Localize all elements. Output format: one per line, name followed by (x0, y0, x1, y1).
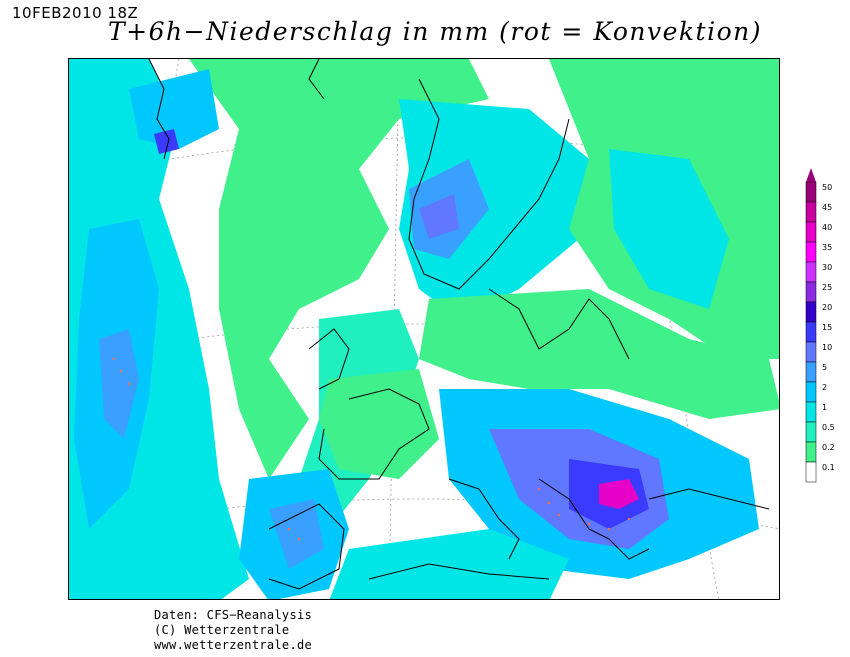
legend-swatch (805, 441, 817, 463)
precipitation-map-canvas (69, 59, 779, 599)
precipitation-map (68, 58, 780, 600)
precip-area-russia-core (609, 149, 729, 309)
legend-swatch (805, 401, 817, 423)
legend-level-label: 25 (822, 283, 833, 292)
legend-level-label: 10 (822, 343, 833, 352)
precip-area-scandinavia (399, 99, 589, 319)
map-title: T+6h−Niederschlag in mm (rot = Konvektio… (108, 17, 762, 46)
legend-swatch (805, 421, 817, 443)
legend-swatch (805, 281, 817, 303)
coastlines (148, 59, 770, 590)
legend-swatch (805, 201, 817, 223)
legend-swatch (805, 181, 817, 203)
precip-area-greenland-sea (129, 69, 219, 149)
legend-swatch (805, 221, 817, 243)
precip-area-norway-core (419, 194, 459, 239)
credits-data-source: Daten: CFS−Reanalysis (154, 608, 313, 622)
legend-level-label: 5 (822, 363, 828, 372)
precipitation-fields (69, 59, 779, 599)
legend-level-label: 15 (822, 323, 833, 332)
legend-overflow-arrow (806, 168, 816, 182)
legend-swatch (805, 241, 817, 263)
precip-area-greenland-core (154, 129, 179, 154)
precip-area-north-atlantic (189, 59, 489, 479)
legend-level-label: 45 (822, 203, 833, 212)
legend-level-label: 35 (822, 243, 833, 252)
precip-area-france (319, 369, 439, 479)
legend-swatch (805, 361, 817, 383)
legend-swatch (805, 341, 817, 363)
legend-swatch (805, 381, 817, 403)
legend-swatch (805, 261, 817, 283)
legend-level-label: 2 (822, 383, 828, 392)
legend-level-label: 0.5 (822, 423, 835, 432)
legend-level-label: 50 (822, 183, 833, 192)
precip-area-iberia-core (269, 499, 324, 569)
forecast-datetime: 10FEB2010 18Z (12, 4, 139, 22)
legend-swatch (805, 461, 817, 483)
convection-marks (112, 357, 631, 541)
precip-area-atlantic-west-heavy (99, 329, 139, 439)
credits-website: www.wetterzentrale.de (154, 638, 313, 652)
precip-area-greece-max (599, 479, 639, 509)
precipitation-legend: 50 45 40 35 30 25 20 15 10 5 2 1 0.5 0.2 0.1 (804, 168, 848, 488)
legend-level-label: 0.1 (822, 463, 835, 472)
precip-area-central-europe (419, 289, 779, 419)
legend-level-label: 0.2 (822, 443, 835, 452)
legend-level-label: 40 (822, 223, 833, 232)
credits-copyright: (C) Wetterzentrale (154, 623, 290, 637)
legend-colorbar (805, 168, 817, 483)
credits: Daten: CFS−Reanalysis (C) Wetterzentrale… (154, 608, 312, 653)
precip-area-north-africa (329, 529, 569, 599)
legend-swatch (805, 301, 817, 323)
legend-level-label: 20 (822, 303, 833, 312)
legend-swatch (805, 321, 817, 343)
legend-level-label: 30 (822, 263, 833, 272)
legend-level-label: 1 (822, 403, 828, 412)
